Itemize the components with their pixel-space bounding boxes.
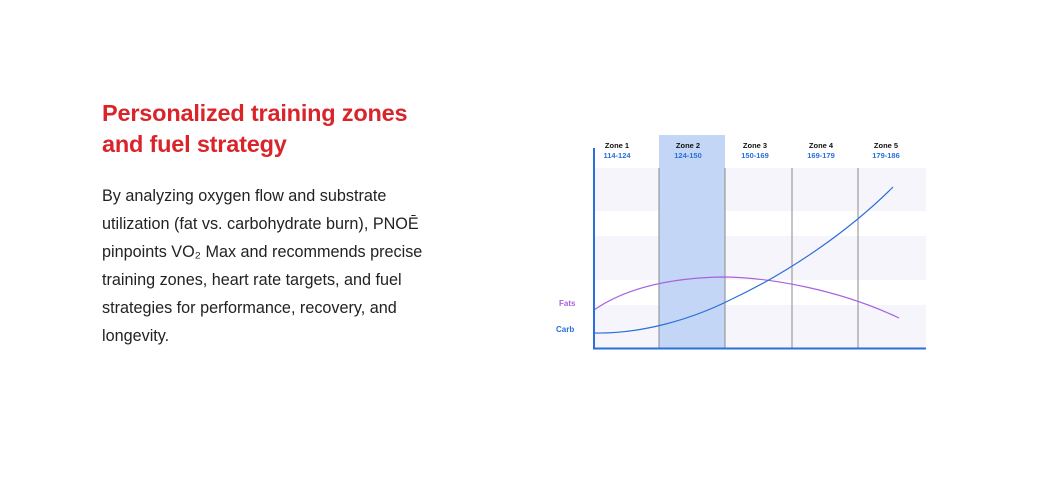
carb-curve [593, 186, 894, 334]
zone-3-label: Zone 3 [743, 141, 767, 150]
zone-5-label: Zone 5 [874, 141, 898, 150]
zone-2-range: 124-150 [674, 151, 702, 160]
zone-4-range: 169-179 [807, 151, 835, 160]
zone-1-range: 114-124 [603, 151, 631, 160]
zone-1-label: Zone 1 [605, 141, 629, 150]
zone-2-label: Zone 2 [676, 141, 700, 150]
fats-curve [593, 276, 900, 319]
grid-bands [595, 168, 926, 348]
zone-5-range: 179-186 [872, 151, 900, 160]
heading-line-2: and fuel strategy [102, 131, 287, 157]
zone-separators [658, 168, 859, 348]
zone-3-range: 150-169 [741, 151, 769, 160]
fats-legend-label: Fats [559, 299, 576, 308]
zone-2-highlight [659, 135, 725, 348]
zone-headers: Zone 1 114-124 Zone 2 124-150 Zone 3 150… [603, 141, 899, 160]
section-description: By analyzing oxygen flow and substrate u… [102, 187, 423, 345]
heading-line-1: Personalized training zones [102, 100, 408, 126]
carb-legend-label: Carb [556, 325, 574, 334]
zone-4-label: Zone 4 [809, 141, 834, 150]
section-heading: Personalized training zones and fuel str… [102, 98, 462, 160]
